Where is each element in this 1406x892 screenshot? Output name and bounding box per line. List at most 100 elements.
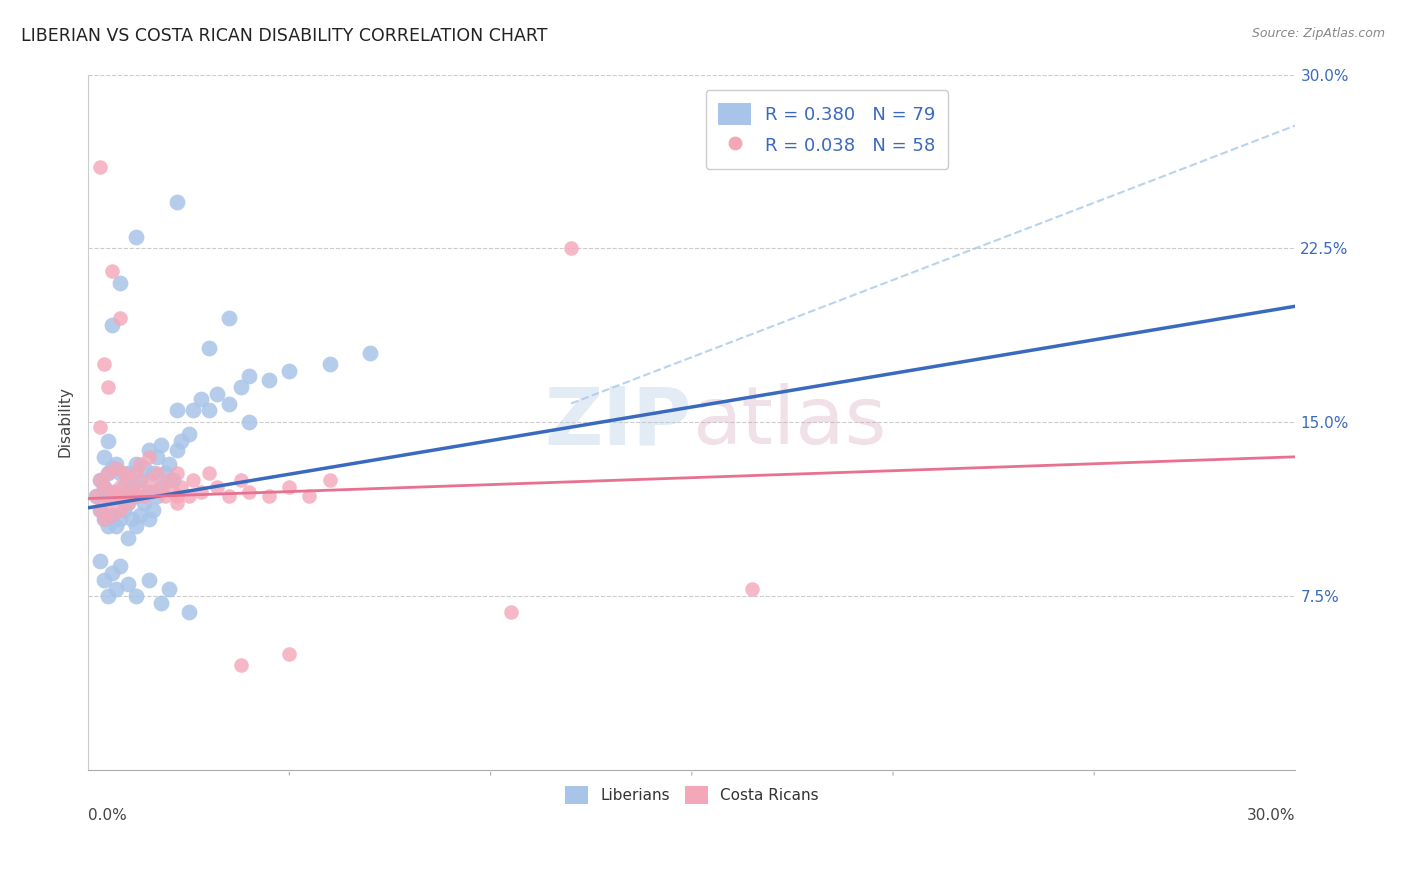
Point [157,473,180,487]
Point [112,503,135,517]
Point [121,512,143,526]
Point [110,489,132,503]
Point [110,276,132,290]
Point [121,480,143,494]
Point [138,573,160,587]
Point [145,466,167,480]
Point [129,480,152,494]
Point [141,503,163,517]
Point [238,368,260,383]
Point [110,466,132,480]
Point [97,434,120,448]
Point [177,605,200,619]
Point [105,582,128,596]
Text: Source: ZipAtlas.com: Source: ZipAtlas.com [1251,27,1385,40]
Point [101,318,124,332]
Point [97,466,120,480]
Point [560,241,582,255]
Point [117,531,139,545]
Point [112,489,135,503]
Legend: Liberians, Costa Ricans: Liberians, Costa Ricans [558,780,825,811]
Point [125,589,148,603]
Point [125,519,148,533]
Point [278,364,301,378]
Point [125,489,148,503]
Point [138,442,160,457]
Point [177,489,200,503]
Point [89,503,111,517]
Text: 0.0%: 0.0% [89,808,127,823]
Point [359,345,381,359]
Point [499,605,522,619]
Point [105,489,128,503]
Point [101,461,124,475]
Point [110,503,132,517]
Point [125,229,148,244]
Point [93,480,115,494]
Point [181,403,204,417]
Point [97,589,120,603]
Point [190,484,212,499]
Point [93,512,115,526]
Point [129,508,152,522]
Point [145,489,167,503]
Point [110,310,132,325]
Point [105,457,128,471]
Point [97,380,120,394]
Point [101,484,124,499]
Point [84,489,107,503]
Point [97,496,120,510]
Point [105,489,128,503]
Point [205,480,228,494]
Point [89,160,111,174]
Text: ZIP: ZIP [544,383,692,461]
Point [153,489,176,503]
Point [110,512,132,526]
Point [112,466,135,480]
Point [149,438,172,452]
Point [218,489,240,503]
Point [229,380,252,394]
Point [101,508,124,522]
Point [257,489,280,503]
Y-axis label: Disability: Disability [58,386,72,458]
Point [218,310,240,325]
Point [110,480,132,494]
Point [117,496,139,510]
Point [157,457,180,471]
Point [84,489,107,503]
Point [149,480,172,494]
Point [149,480,172,494]
Point [229,473,252,487]
Point [93,480,115,494]
Point [166,496,188,510]
Point [170,480,193,494]
Point [278,480,301,494]
Point [101,508,124,522]
Point [125,466,148,480]
Point [741,582,763,596]
Point [198,403,221,417]
Point [278,647,301,661]
Point [112,480,135,494]
Point [93,357,115,371]
Point [318,473,340,487]
Point [93,573,115,587]
Point [134,496,156,510]
Point [97,489,120,503]
Point [166,489,188,503]
Point [218,396,240,410]
Point [125,457,148,471]
Point [166,194,188,209]
Point [238,415,260,429]
Point [105,461,128,475]
Point [138,484,160,499]
Point [101,566,124,580]
Point [318,357,340,371]
Point [110,558,132,573]
Text: LIBERIAN VS COSTA RICAN DISABILITY CORRELATION CHART: LIBERIAN VS COSTA RICAN DISABILITY CORRE… [21,27,547,45]
Point [166,442,188,457]
Text: atlas: atlas [692,383,886,461]
Point [298,489,321,503]
Point [101,484,124,499]
